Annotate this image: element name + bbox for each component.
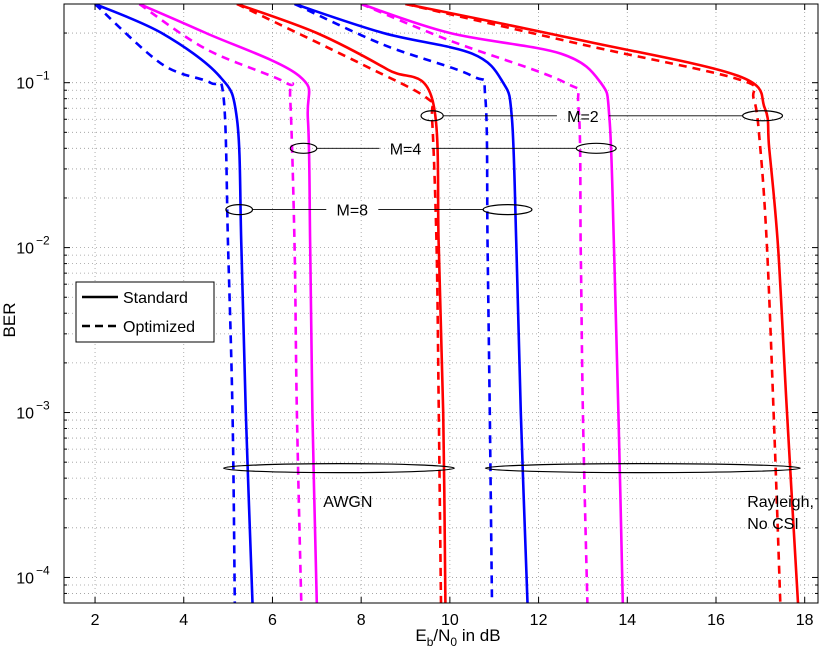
x-tick-label: 18 — [796, 612, 814, 629]
series-rayleigh-m-4-optimized — [360, 4, 589, 603]
series-awgn-m-8-standard — [94, 4, 254, 603]
x-tick-label: 10 — [441, 612, 459, 629]
series-awgn-m-4-standard — [138, 4, 319, 603]
annotation-ellipse-m2 — [742, 110, 784, 122]
legend-box — [75, 281, 215, 343]
annotation-label-awgn: AWGN — [323, 494, 372, 511]
annotation-ellipse-awgn — [223, 463, 455, 474]
annotation-label-rayleigh: Rayleigh, — [747, 494, 814, 511]
y-tick-label: 10 — [16, 406, 34, 423]
annotation-ellipse-m8 — [482, 204, 533, 216]
annotation-label-m2: M=2 — [567, 109, 599, 126]
annotation-label-m8: M=8 — [337, 203, 369, 220]
y-tick-label: 10 — [16, 241, 34, 258]
legend-optimized-label: Optimized — [123, 319, 195, 336]
series-rayleigh-m-8-optimized — [294, 4, 494, 603]
series-awgn-m-2-optimized — [236, 4, 443, 603]
x-tick-label: 4 — [179, 612, 188, 629]
y-tick-label: 10 — [16, 570, 34, 587]
series-rayleigh-m-8-standard — [294, 4, 529, 603]
series-rayleigh-m-2-optimized — [405, 4, 782, 603]
x-tick-label: 14 — [618, 612, 636, 629]
x-tick-label: 12 — [530, 612, 548, 629]
legend: Standard Optimized — [75, 281, 215, 343]
legend-standard-label: Standard — [123, 290, 188, 307]
x-tick-label: 6 — [268, 612, 277, 629]
series-rayleigh-m-4-standard — [360, 4, 625, 603]
y-tick-exponent: −2 — [36, 234, 50, 248]
series-rayleigh-m-2-standard — [405, 4, 800, 603]
series-awgn-m-2-standard — [236, 4, 447, 603]
annotation-ellipse-rayleigh — [484, 463, 801, 474]
x-axis-label: Eb/N0 in dB — [415, 626, 500, 649]
y-tick-label: 10 — [16, 76, 34, 93]
annotation-label-m4: M=4 — [390, 141, 422, 158]
y-tick-exponent: −4 — [36, 563, 50, 577]
y-tick-exponent: −1 — [36, 69, 50, 83]
y-axis-label: BER — [0, 303, 19, 338]
annotation-label-rayleigh-line2: No CSI — [747, 516, 799, 533]
annotation-ellipse-m8 — [225, 204, 254, 216]
x-tick-label: 2 — [91, 612, 100, 629]
x-tick-label: 16 — [707, 612, 725, 629]
plot-frame — [63, 3, 819, 604]
x-tick-label: 8 — [357, 612, 366, 629]
y-tick-exponent: −3 — [36, 399, 50, 413]
series-awgn-m-8-optimized — [94, 4, 237, 603]
annotations-group: M=2 M=4 M=8 AWGN Rayleigh, No CSI — [223, 109, 814, 533]
